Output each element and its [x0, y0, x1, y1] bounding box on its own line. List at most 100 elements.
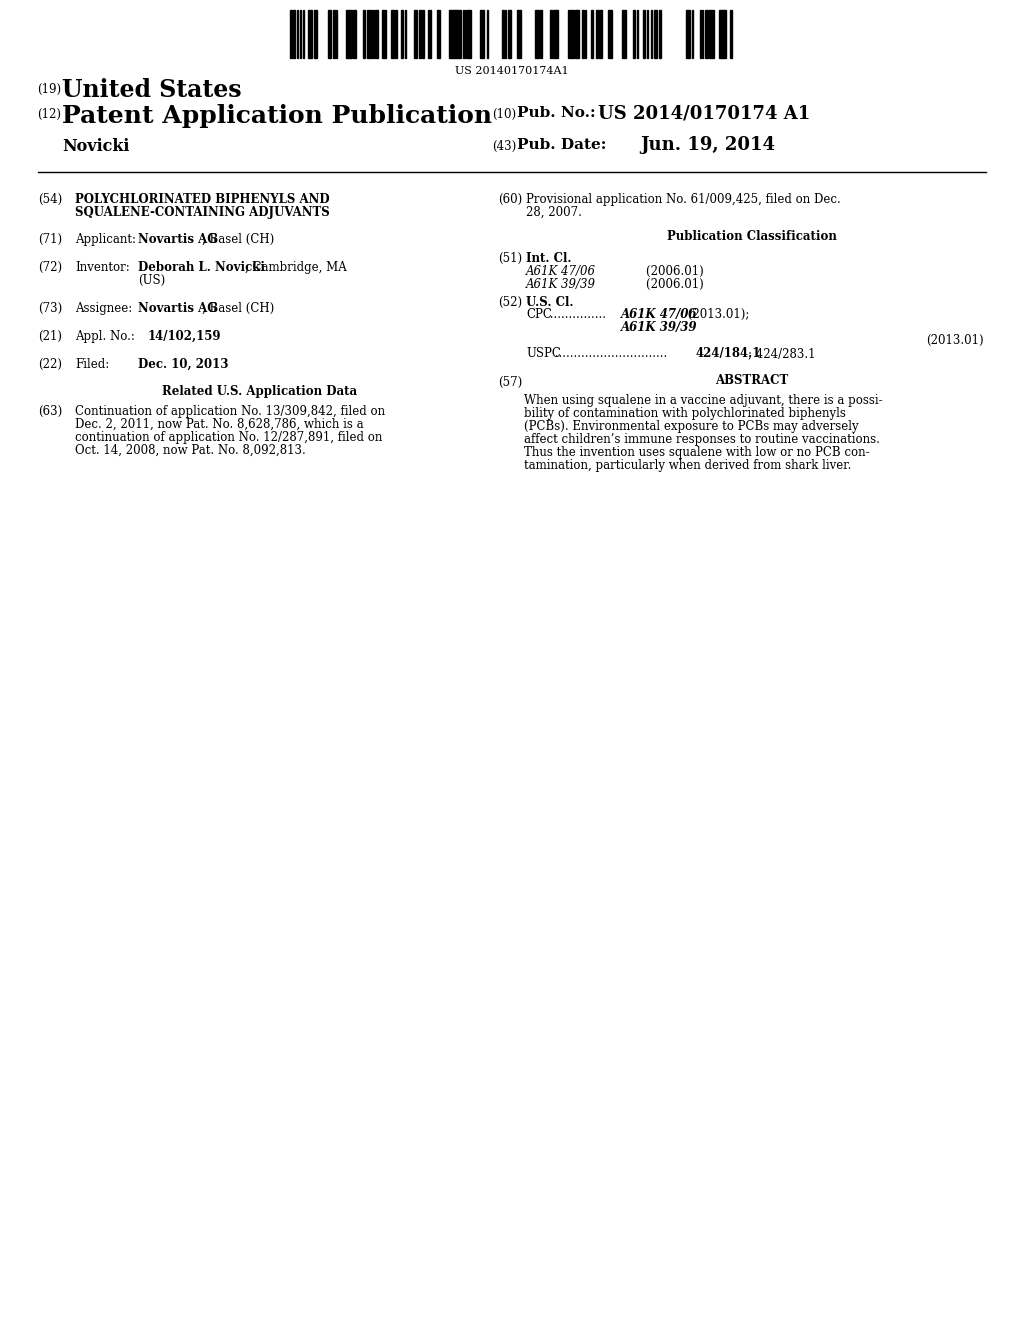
Text: (43): (43) — [492, 140, 516, 153]
Text: Inventor:: Inventor: — [75, 261, 130, 275]
Text: (54): (54) — [38, 193, 62, 206]
Text: CPC: CPC — [526, 308, 552, 321]
Bar — [395, 11, 397, 58]
Text: (10): (10) — [492, 108, 516, 121]
Text: ; 424/283.1: ; 424/283.1 — [748, 347, 815, 360]
Text: 28, 2007.: 28, 2007. — [526, 206, 582, 219]
Bar — [643, 11, 645, 58]
Bar — [655, 11, 657, 58]
Bar — [633, 11, 635, 58]
Text: ABSTRACT: ABSTRACT — [716, 374, 788, 387]
Bar — [293, 11, 295, 58]
Bar — [553, 11, 556, 58]
Text: US 2014/0170174 A1: US 2014/0170174 A1 — [598, 104, 810, 121]
Text: United States: United States — [62, 78, 242, 102]
Text: , Basel (CH): , Basel (CH) — [202, 302, 274, 315]
Text: Novicki: Novicki — [62, 139, 129, 154]
Bar — [382, 11, 386, 58]
Bar — [556, 11, 558, 58]
Bar — [414, 11, 417, 58]
Bar — [348, 11, 351, 58]
Text: Appl. No.:: Appl. No.: — [75, 330, 135, 343]
Text: A61K 47/06: A61K 47/06 — [621, 308, 697, 321]
Text: (71): (71) — [38, 234, 62, 246]
Text: (2006.01): (2006.01) — [616, 265, 703, 279]
Text: US 20140170174A1: US 20140170174A1 — [456, 66, 568, 77]
Text: USPC: USPC — [526, 347, 561, 360]
Text: Jun. 19, 2014: Jun. 19, 2014 — [640, 136, 775, 154]
Bar — [582, 11, 584, 58]
Text: Pub. No.:: Pub. No.: — [517, 106, 596, 120]
Text: Provisional application No. 61/009,425, filed on Dec.: Provisional application No. 61/009,425, … — [526, 193, 841, 206]
Bar — [346, 11, 348, 58]
Text: , Cambridge, MA: , Cambridge, MA — [245, 261, 347, 275]
Bar — [375, 11, 378, 58]
Text: U.S. Cl.: U.S. Cl. — [526, 296, 573, 309]
Bar — [467, 11, 469, 58]
Bar — [723, 11, 726, 58]
Text: Dec. 2, 2011, now Pat. No. 8,628,786, which is a: Dec. 2, 2011, now Pat. No. 8,628,786, wh… — [75, 418, 364, 432]
Text: (2013.01): (2013.01) — [927, 334, 984, 347]
Bar — [391, 11, 394, 58]
Bar — [469, 11, 471, 58]
Text: (51): (51) — [498, 252, 522, 265]
Text: ...............: ............... — [546, 308, 609, 321]
Text: (2006.01): (2006.01) — [616, 279, 703, 290]
Bar — [437, 11, 440, 58]
Text: (22): (22) — [38, 358, 62, 371]
Text: (52): (52) — [498, 296, 522, 309]
Text: Filed:: Filed: — [75, 358, 110, 371]
Text: continuation of application No. 12/287,891, filed on: continuation of application No. 12/287,8… — [75, 432, 382, 444]
Text: 14/102,159: 14/102,159 — [148, 330, 221, 343]
Text: (73): (73) — [38, 302, 62, 315]
Bar — [550, 11, 552, 58]
Text: (21): (21) — [38, 330, 62, 343]
Bar — [599, 11, 602, 58]
Text: Publication Classification: Publication Classification — [667, 230, 837, 243]
Text: Novartis AG: Novartis AG — [138, 302, 217, 315]
Text: A61K 39/39: A61K 39/39 — [526, 279, 596, 290]
Bar — [622, 11, 626, 58]
Text: affect children’s immune responses to routine vaccinations.: affect children’s immune responses to ro… — [524, 433, 880, 446]
Bar — [480, 11, 484, 58]
Text: Novartis AG: Novartis AG — [138, 234, 217, 246]
Bar — [333, 11, 335, 58]
Text: Related U.S. Application Data: Related U.S. Application Data — [163, 385, 357, 399]
Bar — [450, 11, 454, 58]
Bar — [370, 11, 372, 58]
Text: A61K 47/06: A61K 47/06 — [526, 265, 596, 279]
Text: tamination, particularly when derived from shark liver.: tamination, particularly when derived fr… — [524, 459, 851, 473]
Text: POLYCHLORINATED BIPHENYLS AND: POLYCHLORINATED BIPHENYLS AND — [75, 193, 330, 206]
Text: Oct. 14, 2008, now Pat. No. 8,092,813.: Oct. 14, 2008, now Pat. No. 8,092,813. — [75, 444, 306, 457]
Bar — [591, 11, 593, 58]
Text: (63): (63) — [38, 405, 62, 418]
Bar — [540, 11, 542, 58]
Bar — [710, 11, 714, 58]
Text: (72): (72) — [38, 261, 62, 275]
Text: , Basel (CH): , Basel (CH) — [202, 234, 274, 246]
Bar — [705, 11, 708, 58]
Text: Assignee:: Assignee: — [75, 302, 132, 315]
Text: Dec. 10, 2013: Dec. 10, 2013 — [138, 358, 228, 371]
Bar — [401, 11, 403, 58]
Text: 424/184.1: 424/184.1 — [696, 347, 762, 360]
Text: SQUALENE-CONTAINING ADJUVANTS: SQUALENE-CONTAINING ADJUVANTS — [75, 206, 330, 219]
Bar — [575, 11, 579, 58]
Bar — [353, 11, 356, 58]
Bar — [457, 11, 461, 58]
Bar — [517, 11, 521, 58]
Text: bility of contamination with polychlorinated biphenyls: bility of contamination with polychlorin… — [524, 407, 846, 420]
Text: ..............................: .............................. — [551, 347, 671, 360]
Text: (57): (57) — [498, 376, 522, 389]
Bar — [328, 11, 330, 58]
Bar — [535, 11, 539, 58]
Bar — [454, 11, 457, 58]
Text: (US): (US) — [138, 275, 165, 286]
Bar — [502, 11, 504, 58]
Bar — [719, 11, 723, 58]
Text: (12): (12) — [37, 108, 61, 121]
Bar — [730, 11, 732, 58]
Bar — [290, 11, 292, 58]
Bar — [686, 11, 690, 58]
Bar — [570, 11, 574, 58]
